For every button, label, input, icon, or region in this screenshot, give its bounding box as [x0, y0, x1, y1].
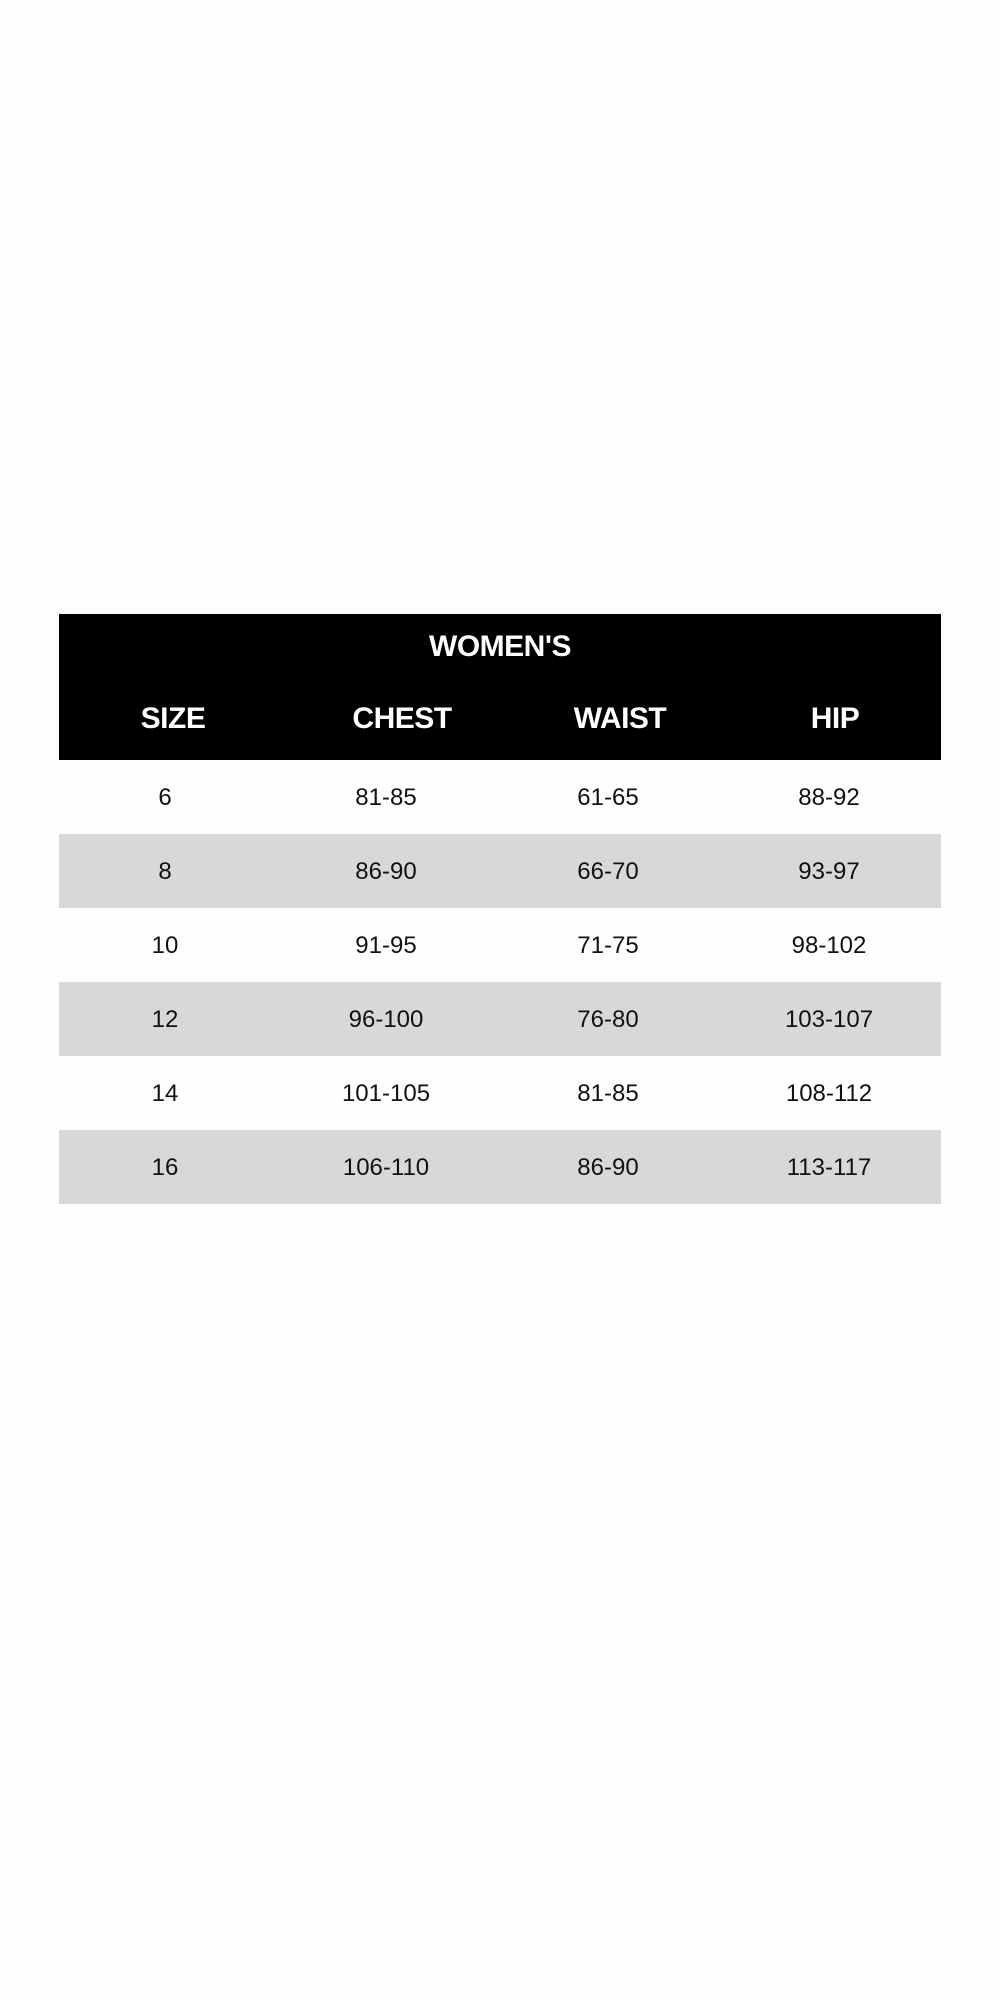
cell-hip: 113-117 [786, 1154, 872, 1181]
cell-waist: 86-90 [577, 1154, 639, 1181]
cell-waist: 61-65 [577, 784, 639, 811]
cell-hip: 108-112 [785, 1080, 873, 1107]
cell-hip: 103-107 [784, 1006, 874, 1033]
header-chest: CHEST [352, 702, 452, 735]
cell-waist: 81-85 [577, 1080, 639, 1107]
cell-size: 14 [151, 1080, 179, 1107]
cell-chest: 81-85 [355, 784, 417, 811]
table-row: 16 106-110 86-90 113-117 [59, 1130, 941, 1204]
table-row: 6 81-85 61-65 88-92 [59, 760, 941, 834]
cell-chest: 86-90 [355, 858, 417, 885]
table-row: 14 101-105 81-85 108-112 [59, 1056, 941, 1130]
cell-size: 8 [158, 858, 172, 885]
cell-chest: 96-100 [348, 1006, 424, 1033]
size-chart-table: WOMEN'S SIZE CHEST WAIST HIP 6 81-85 61-65… [59, 614, 941, 1204]
cell-waist: 71-75 [577, 932, 639, 959]
table-row: 8 86-90 66-70 93-97 [59, 834, 941, 908]
cell-chest: 101-105 [341, 1080, 431, 1107]
table-title: WOMEN'S [429, 630, 571, 663]
cell-hip: 93-97 [798, 858, 860, 885]
cell-hip: 98-102 [791, 932, 867, 959]
column-headers: SIZE CHEST WAIST HIP [59, 702, 941, 742]
table-row: 12 96-100 76-80 103-107 [59, 982, 941, 1056]
cell-waist: 76-80 [577, 1006, 639, 1033]
cell-size: 10 [151, 932, 179, 959]
cell-size: 16 [151, 1154, 179, 1181]
cell-chest: 106-110 [342, 1154, 430, 1181]
cell-hip: 88-92 [798, 784, 860, 811]
table-row: 10 91-95 71-75 98-102 [59, 908, 941, 982]
cell-size: 12 [151, 1006, 179, 1033]
cell-size: 6 [158, 784, 172, 811]
cell-chest: 91-95 [355, 932, 417, 959]
cell-waist: 66-70 [577, 858, 639, 885]
header-hip: HIP [810, 702, 860, 735]
header-size: SIZE [140, 702, 206, 735]
header-waist: WAIST [573, 702, 667, 735]
table-header: WOMEN'S SIZE CHEST WAIST HIP [59, 614, 941, 760]
